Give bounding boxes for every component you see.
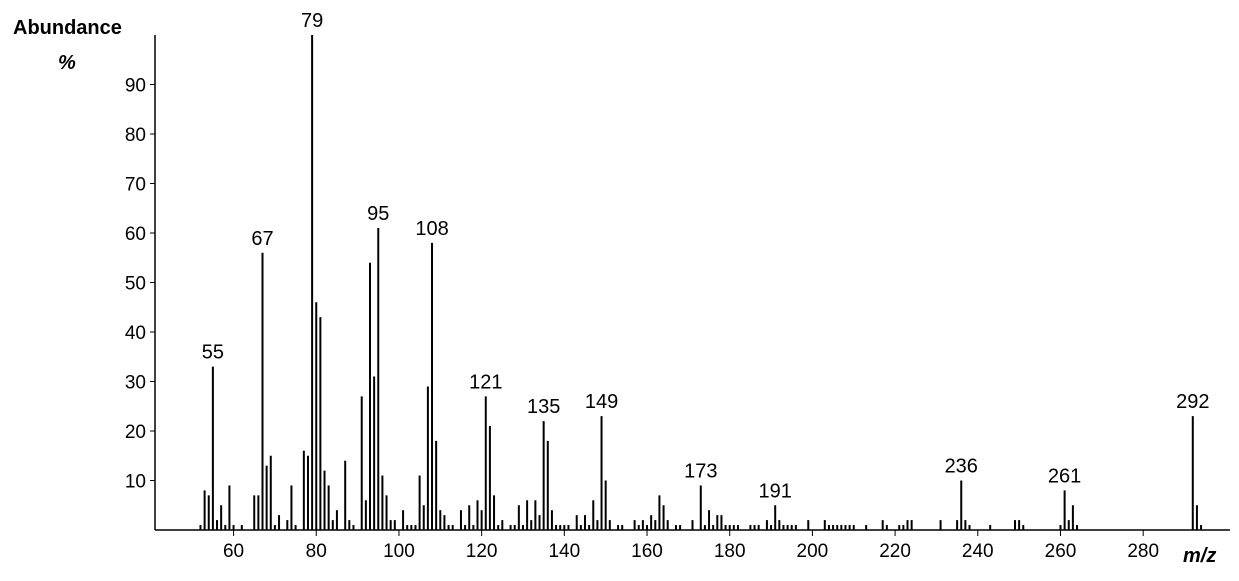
x-tick-label: 60 (223, 541, 244, 562)
x-tick-label: 80 (306, 541, 327, 562)
y-tick-label: 40 (125, 323, 146, 344)
x-tick-label: 180 (714, 541, 746, 562)
y-tick-label: 90 (125, 76, 146, 97)
x-tick-label: 100 (383, 541, 415, 562)
peak-label: 236 (945, 456, 978, 478)
y-tick-label: 20 (125, 422, 146, 443)
peak-label: 95 (367, 203, 389, 225)
peak-label: 261 (1048, 465, 1081, 487)
x-tick-label: 220 (879, 541, 911, 562)
x-tick-label: 200 (797, 541, 829, 562)
x-tick-label: 260 (1045, 541, 1077, 562)
y-tick-label: 70 (125, 175, 146, 196)
y-tick-label: 30 (125, 373, 146, 394)
peak-label: 149 (585, 391, 618, 413)
y-tick-label: 10 (125, 472, 146, 493)
x-tick-label: 120 (466, 541, 498, 562)
y-tick-label: 80 (125, 125, 146, 146)
y-tick-label: 50 (125, 274, 146, 295)
y-axis-unit: % (58, 52, 76, 74)
peak-label: 79 (301, 10, 323, 32)
x-tick-label: 240 (962, 541, 994, 562)
x-tick-label: 140 (548, 541, 580, 562)
y-axis-label: Abundance (13, 17, 122, 39)
peak-label: 108 (415, 218, 448, 240)
peak-label: 135 (527, 396, 560, 418)
peak-label: 55 (202, 342, 224, 364)
peak-label: 121 (469, 371, 502, 393)
x-tick-label: 160 (631, 541, 663, 562)
x-tick-label: 280 (1127, 541, 1159, 562)
x-axis-label: m/z (1183, 545, 1216, 567)
y-tick-label: 60 (125, 224, 146, 245)
peak-label: 191 (759, 480, 792, 502)
peak-label: 173 (684, 460, 717, 482)
peak-label: 292 (1176, 391, 1209, 413)
peak-label: 67 (251, 228, 273, 250)
